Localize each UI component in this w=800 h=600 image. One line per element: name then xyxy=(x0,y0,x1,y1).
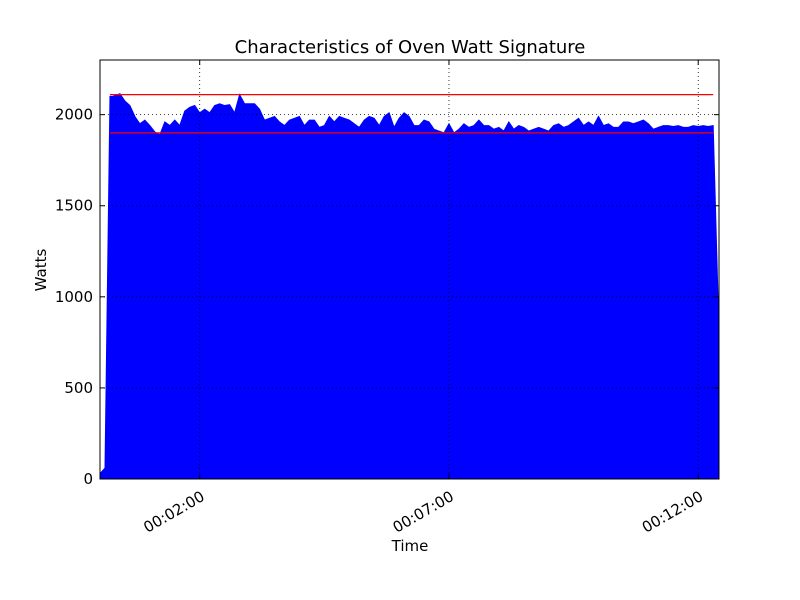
area-series-0 xyxy=(99,93,720,480)
series-area xyxy=(99,93,720,480)
x-axis-label: Time xyxy=(391,537,429,555)
chart-title: Characteristics of Oven Watt Signature xyxy=(235,37,586,58)
y-tick-label-3: 1500 xyxy=(55,197,93,215)
plot-frame xyxy=(99,59,720,480)
y-tick-label-2: 1000 xyxy=(55,288,93,306)
y-tick-label-0: 0 xyxy=(83,470,93,488)
reference-lines xyxy=(109,93,714,134)
y-tick-label-4: 2000 xyxy=(55,106,93,124)
y-axis-label: Watts xyxy=(32,249,50,292)
y-tick-label-1: 500 xyxy=(64,379,93,397)
